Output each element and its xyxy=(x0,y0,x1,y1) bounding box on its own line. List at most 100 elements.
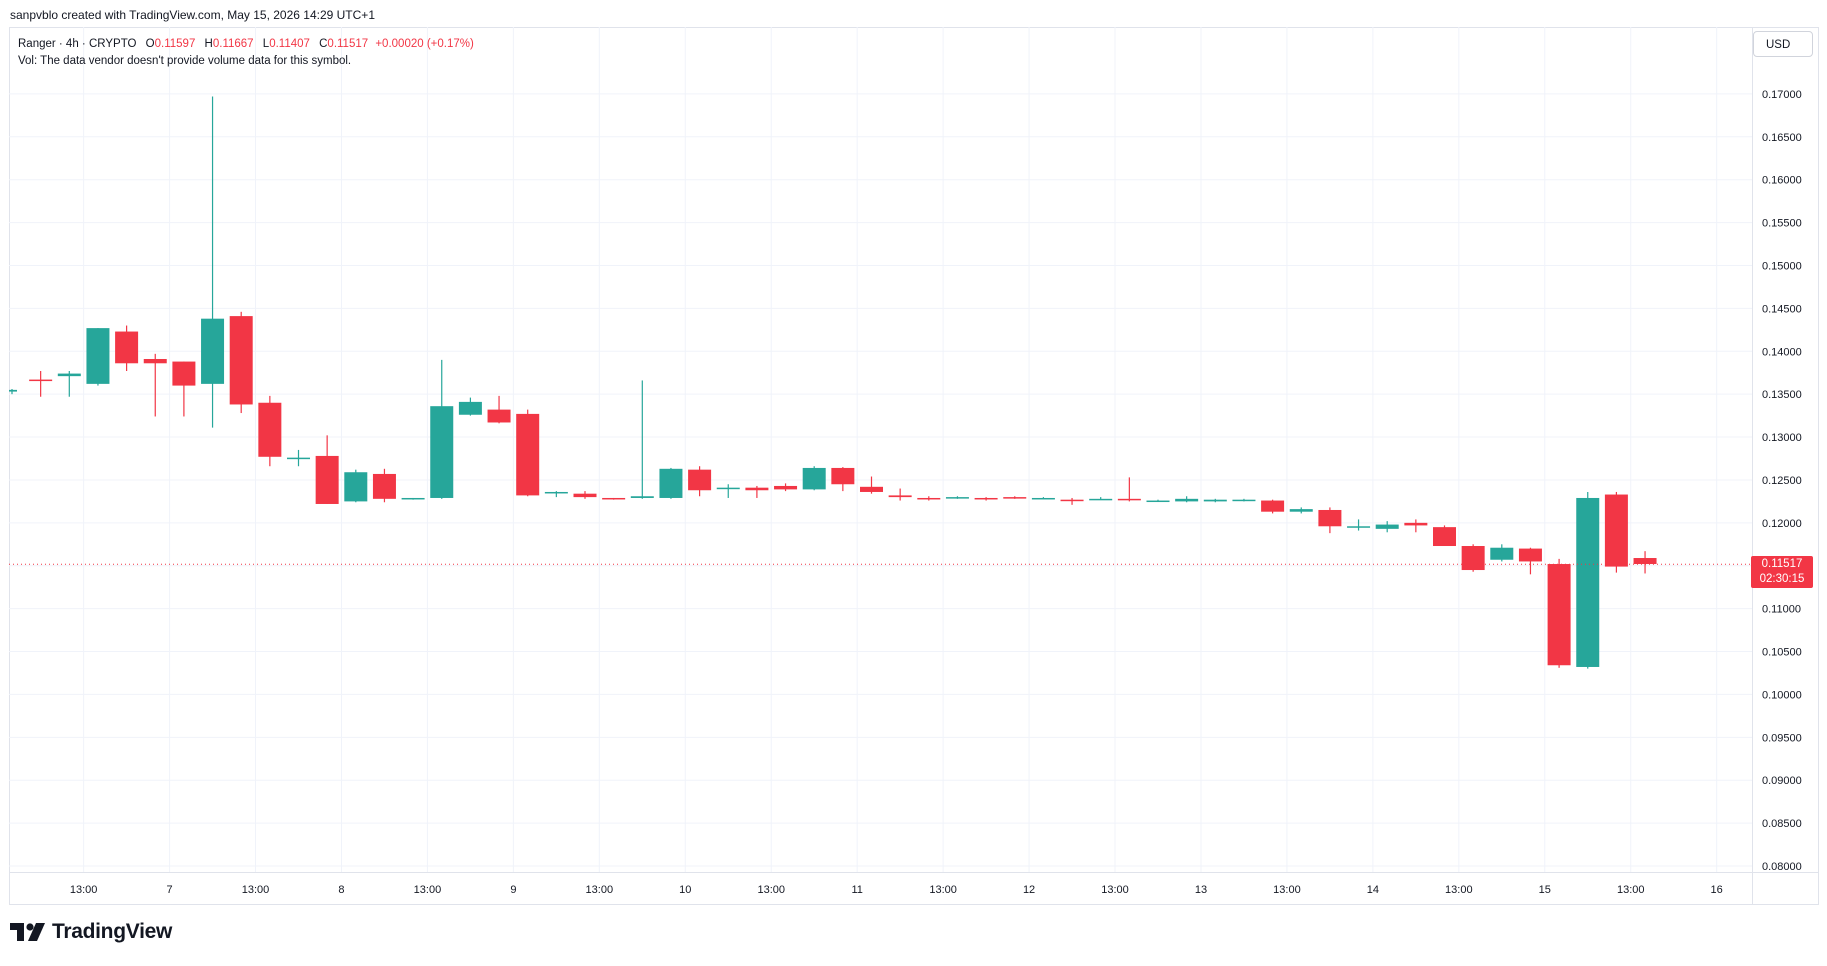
candle-body xyxy=(544,491,568,494)
candle xyxy=(458,397,482,416)
candle xyxy=(344,469,368,503)
candle-body xyxy=(430,406,454,498)
x-tick-label: 12 xyxy=(1023,884,1035,896)
candle xyxy=(1232,498,1256,502)
y-tick-label: 0.13000 xyxy=(1762,432,1802,444)
x-tick-label: 14 xyxy=(1367,884,1379,896)
close-value: 0.11517 xyxy=(327,38,369,50)
y-tick-label: 0.11000 xyxy=(1762,604,1801,616)
candle-body xyxy=(258,402,282,457)
candle xyxy=(115,325,139,372)
y-tick-label: 0.08000 xyxy=(1762,861,1802,873)
y-tick-label: 0.15500 xyxy=(1762,218,1802,230)
open-label: O xyxy=(145,38,155,50)
candle xyxy=(1633,551,1657,574)
candle-body xyxy=(573,493,597,498)
x-tick-label: 13:00 xyxy=(242,884,270,896)
candle-body xyxy=(1175,498,1199,502)
time-axis: 13:00 7 13:00 8 13:00 9 13:00 10 13:00 11 13:00 12 1… xyxy=(70,884,1723,896)
y-tick-label: 0.16500 xyxy=(1762,132,1802,144)
candle-body xyxy=(1490,547,1514,560)
countdown-timer: 02:30:15 xyxy=(1759,573,1805,586)
candle-body xyxy=(143,358,167,364)
y-tick-label: 0.12500 xyxy=(1762,475,1802,487)
candle xyxy=(1318,507,1342,534)
candle-body xyxy=(1375,524,1399,529)
symbol-label: Ranger · 4h · CRYPTO xyxy=(18,38,137,50)
candle-body xyxy=(1433,527,1456,547)
candle-body xyxy=(1404,522,1428,526)
candle-body xyxy=(458,401,482,415)
candle xyxy=(1003,496,1027,499)
candle-body xyxy=(1203,499,1227,502)
candle xyxy=(1547,558,1571,668)
attribution-text: sanpvblo created with TradingView.com, M… xyxy=(10,8,375,22)
candle xyxy=(774,483,798,492)
candle-body xyxy=(774,485,798,490)
y-tick-label: 0.08500 xyxy=(1762,818,1802,830)
candle-body xyxy=(716,487,740,490)
candle xyxy=(1289,507,1313,514)
candle xyxy=(315,435,339,504)
candle xyxy=(573,491,597,499)
candle-body xyxy=(602,497,626,500)
candle-body xyxy=(229,316,253,405)
x-tick-label: 13:00 xyxy=(1101,884,1129,896)
candle xyxy=(888,488,912,501)
candle xyxy=(229,311,253,414)
candle xyxy=(143,353,167,417)
y-tick-label: 0.17000 xyxy=(1762,89,1802,101)
candle-body xyxy=(1518,548,1542,562)
y-tick-label: 0.12000 xyxy=(1762,518,1802,530)
y-tick-label: 0.15000 xyxy=(1762,260,1802,272)
low-value: 0.11407 xyxy=(269,38,310,50)
grid-lines xyxy=(9,27,1752,872)
high-value: 0.11667 xyxy=(212,38,254,50)
y-tick-label: 0.14500 xyxy=(1762,303,1802,315)
candle-body xyxy=(1547,564,1571,666)
candle xyxy=(1404,519,1428,533)
candle xyxy=(372,468,396,503)
tradingview-logo[interactable]: TradingView xyxy=(10,920,172,944)
candle xyxy=(860,476,883,494)
candle-body xyxy=(630,496,654,498)
candle-body xyxy=(1289,509,1313,512)
candle xyxy=(287,449,310,467)
candles xyxy=(9,96,1657,669)
candle-body xyxy=(201,318,225,384)
candle xyxy=(201,96,225,428)
candle-body xyxy=(1576,497,1600,667)
candle xyxy=(1146,499,1170,503)
ohlc-row: Ranger · 4h · CRYPTO O0.11597 H0.11667 L… xyxy=(18,36,474,53)
candle xyxy=(1490,544,1514,562)
axis-separators xyxy=(9,27,1819,905)
x-tick-label: 13:00 xyxy=(70,884,98,896)
candle-body xyxy=(1089,498,1113,501)
candle xyxy=(917,496,941,501)
candle-body xyxy=(1117,498,1141,501)
last-price-value: 0.11517 xyxy=(1761,558,1803,571)
candle xyxy=(1347,519,1371,531)
volume-note: Vol: The data vendor doesn't provide vol… xyxy=(18,55,352,67)
candle-body xyxy=(401,497,425,500)
candle xyxy=(1604,491,1628,573)
candle-body xyxy=(1261,500,1285,512)
candlestick-chart[interactable]: 0.08000 0.08500 0.09000 0.09500 0.10000 0.105… xyxy=(9,27,1819,905)
candle-body xyxy=(1633,558,1657,565)
candle-body xyxy=(1461,546,1485,571)
candle xyxy=(1576,491,1600,669)
candle-body xyxy=(287,457,310,460)
x-tick-label: 13:00 xyxy=(1617,884,1645,896)
candle-body xyxy=(945,497,969,499)
candle xyxy=(1261,499,1285,514)
candle-body xyxy=(1031,497,1055,500)
x-tick-label: 13:00 xyxy=(929,884,957,896)
candle xyxy=(544,491,568,498)
candle-body xyxy=(1060,499,1084,502)
candle-body xyxy=(860,486,883,492)
y-tick-label: 0.09500 xyxy=(1762,732,1802,744)
candle-body xyxy=(917,497,941,500)
currency-button[interactable]: USD xyxy=(1753,31,1813,57)
candle-body xyxy=(516,413,540,496)
candle xyxy=(29,371,53,397)
